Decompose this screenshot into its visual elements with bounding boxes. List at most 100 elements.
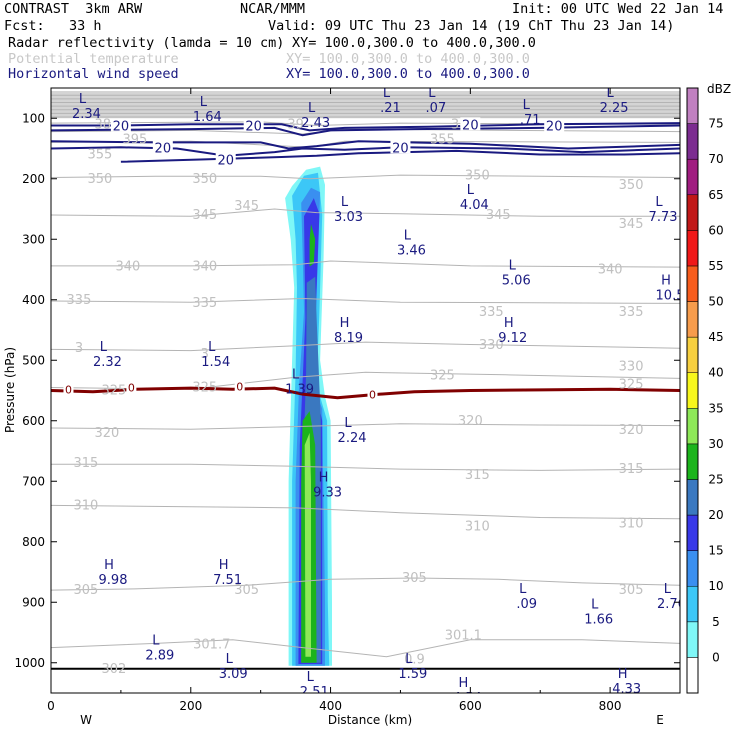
theta-label: 350 bbox=[88, 172, 113, 187]
extremum-value: .71 bbox=[520, 113, 541, 128]
theta-label: 305 bbox=[74, 583, 99, 598]
extremum-value: 1.59 bbox=[398, 667, 427, 682]
theta-label: 301.1 bbox=[445, 629, 482, 644]
colorbar-level-label: 10 bbox=[708, 579, 723, 593]
theta-label: 301.7 bbox=[193, 638, 230, 653]
theta-contour bbox=[51, 121, 680, 127]
theta-contour bbox=[51, 577, 680, 591]
low-marker: L bbox=[509, 259, 517, 274]
colorbar-swatch bbox=[686, 372, 699, 409]
theta-label: 335 bbox=[192, 296, 217, 311]
theta-contour bbox=[51, 639, 680, 658]
colorbar-level-label: 50 bbox=[708, 295, 723, 309]
field-wind-xy: XY= 100.0,300.0 to 400.0,300.0 bbox=[286, 66, 530, 82]
colorbar-swatch bbox=[686, 336, 699, 373]
x-tick-label: 400 bbox=[319, 699, 342, 713]
forecast-hour: Fcst: 33 h bbox=[4, 18, 102, 34]
extremum-value: 4.54 bbox=[453, 691, 482, 706]
colorbar-swatch bbox=[686, 514, 699, 551]
extremum-value: 7.73 bbox=[649, 210, 678, 225]
colorbar-level-label: 40 bbox=[708, 366, 723, 380]
colorbar-level-label: 55 bbox=[708, 259, 723, 273]
low-marker: L bbox=[519, 582, 527, 597]
colorbar-level-label: 60 bbox=[708, 223, 723, 237]
theta-label: 39 bbox=[287, 117, 304, 132]
extremum-value: 1.64 bbox=[193, 110, 222, 125]
colorbar-frame bbox=[686, 87, 699, 694]
colorbar-level-label: 20 bbox=[708, 508, 723, 522]
colorbar-level-label: 65 bbox=[708, 188, 723, 202]
colorbar-level-label: 5 bbox=[712, 615, 720, 629]
wind-label-bg bbox=[215, 152, 236, 166]
theta-label: 345 bbox=[619, 217, 644, 232]
freezing-label: 0 bbox=[236, 380, 243, 393]
theta-label: 310 bbox=[619, 517, 644, 532]
wind-label: 20 bbox=[392, 141, 409, 156]
low-marker: L bbox=[664, 582, 672, 597]
theta-label: 315 bbox=[74, 456, 99, 471]
theta-label: 335 bbox=[479, 305, 504, 320]
y-tick-label: 900 bbox=[22, 595, 45, 609]
theta-label: 345 bbox=[486, 208, 511, 223]
low-marker: L bbox=[341, 195, 349, 210]
valid-time: Valid: 09 UTC Thu 23 Jan 14 (19 ChT Thu … bbox=[268, 18, 675, 34]
y-tick-label: 500 bbox=[22, 353, 45, 367]
colorbar-swatch bbox=[686, 301, 699, 338]
extremum-value: 8.19 bbox=[334, 331, 363, 346]
y-tick-label: 300 bbox=[22, 232, 45, 246]
wind-label-bg bbox=[390, 140, 411, 154]
extremum-value: 1.66 bbox=[584, 612, 613, 627]
theta-label: 340 bbox=[598, 263, 623, 278]
theta-label: 302 bbox=[101, 662, 126, 677]
colorbar-swatch bbox=[686, 550, 699, 587]
freezing-label-bg bbox=[63, 383, 74, 396]
extremum-value: 1.54 bbox=[201, 355, 230, 370]
theta-label: 320 bbox=[94, 426, 119, 441]
theta-label: 330 bbox=[619, 359, 644, 374]
x-tick-label: 200 bbox=[179, 699, 202, 713]
theta-contour bbox=[51, 463, 680, 471]
extremum-value: 2.43 bbox=[301, 116, 330, 131]
wind-label-bg bbox=[243, 118, 264, 132]
y-tick-label: 400 bbox=[22, 293, 45, 307]
colorbar-level-label: 15 bbox=[708, 544, 723, 558]
colorbar-level-label: 25 bbox=[708, 472, 723, 486]
high-marker: H bbox=[340, 316, 350, 331]
theta-label: 320 bbox=[458, 414, 483, 429]
colorbar-level-label: 30 bbox=[708, 437, 723, 451]
theta-label: 325 bbox=[192, 380, 217, 395]
extremum-value: 10.5 bbox=[656, 289, 685, 304]
low-marker: L bbox=[523, 98, 531, 113]
high-marker: H bbox=[661, 274, 671, 289]
theta-label: 3 bbox=[201, 347, 209, 362]
freezing-label-bg bbox=[234, 380, 245, 393]
colorbar-swatch bbox=[686, 479, 699, 516]
colorbar-swatch bbox=[686, 265, 699, 302]
theta-label: 0.9 bbox=[404, 653, 425, 668]
low-marker: L bbox=[200, 95, 208, 110]
theta-label: 310 bbox=[465, 520, 490, 535]
theta-contour bbox=[51, 128, 680, 135]
theta-label: 335 bbox=[67, 293, 92, 308]
theta-label: 315 bbox=[619, 462, 644, 477]
theta-label: 325 bbox=[619, 377, 644, 392]
wind-20-contour bbox=[51, 122, 680, 132]
low-marker: L bbox=[308, 101, 316, 116]
high-marker: H bbox=[504, 316, 514, 331]
wind-label: 20 bbox=[217, 153, 234, 168]
theta-label: 3 bbox=[75, 341, 83, 356]
extremum-value: 2.51 bbox=[300, 685, 329, 700]
y-tick-label: 100 bbox=[22, 111, 45, 125]
freezing-label: 0 bbox=[65, 383, 72, 396]
extremum-value: 2.76 bbox=[657, 597, 686, 612]
wind-20-contour bbox=[51, 140, 680, 150]
theta-label: 355 bbox=[88, 148, 113, 163]
extremum-value: 3.46 bbox=[397, 243, 426, 258]
field-theta-xy: XY= 100.0,300.0 to 400.0,300.0 bbox=[286, 51, 530, 67]
chart-title: CONTRAST 3km ARW bbox=[4, 1, 143, 17]
theta-label: 395 bbox=[122, 132, 147, 147]
extremum-value: 7.51 bbox=[213, 573, 242, 588]
low-marker: L bbox=[226, 652, 234, 667]
low-marker: L bbox=[208, 340, 216, 355]
low-marker: L bbox=[606, 86, 614, 101]
